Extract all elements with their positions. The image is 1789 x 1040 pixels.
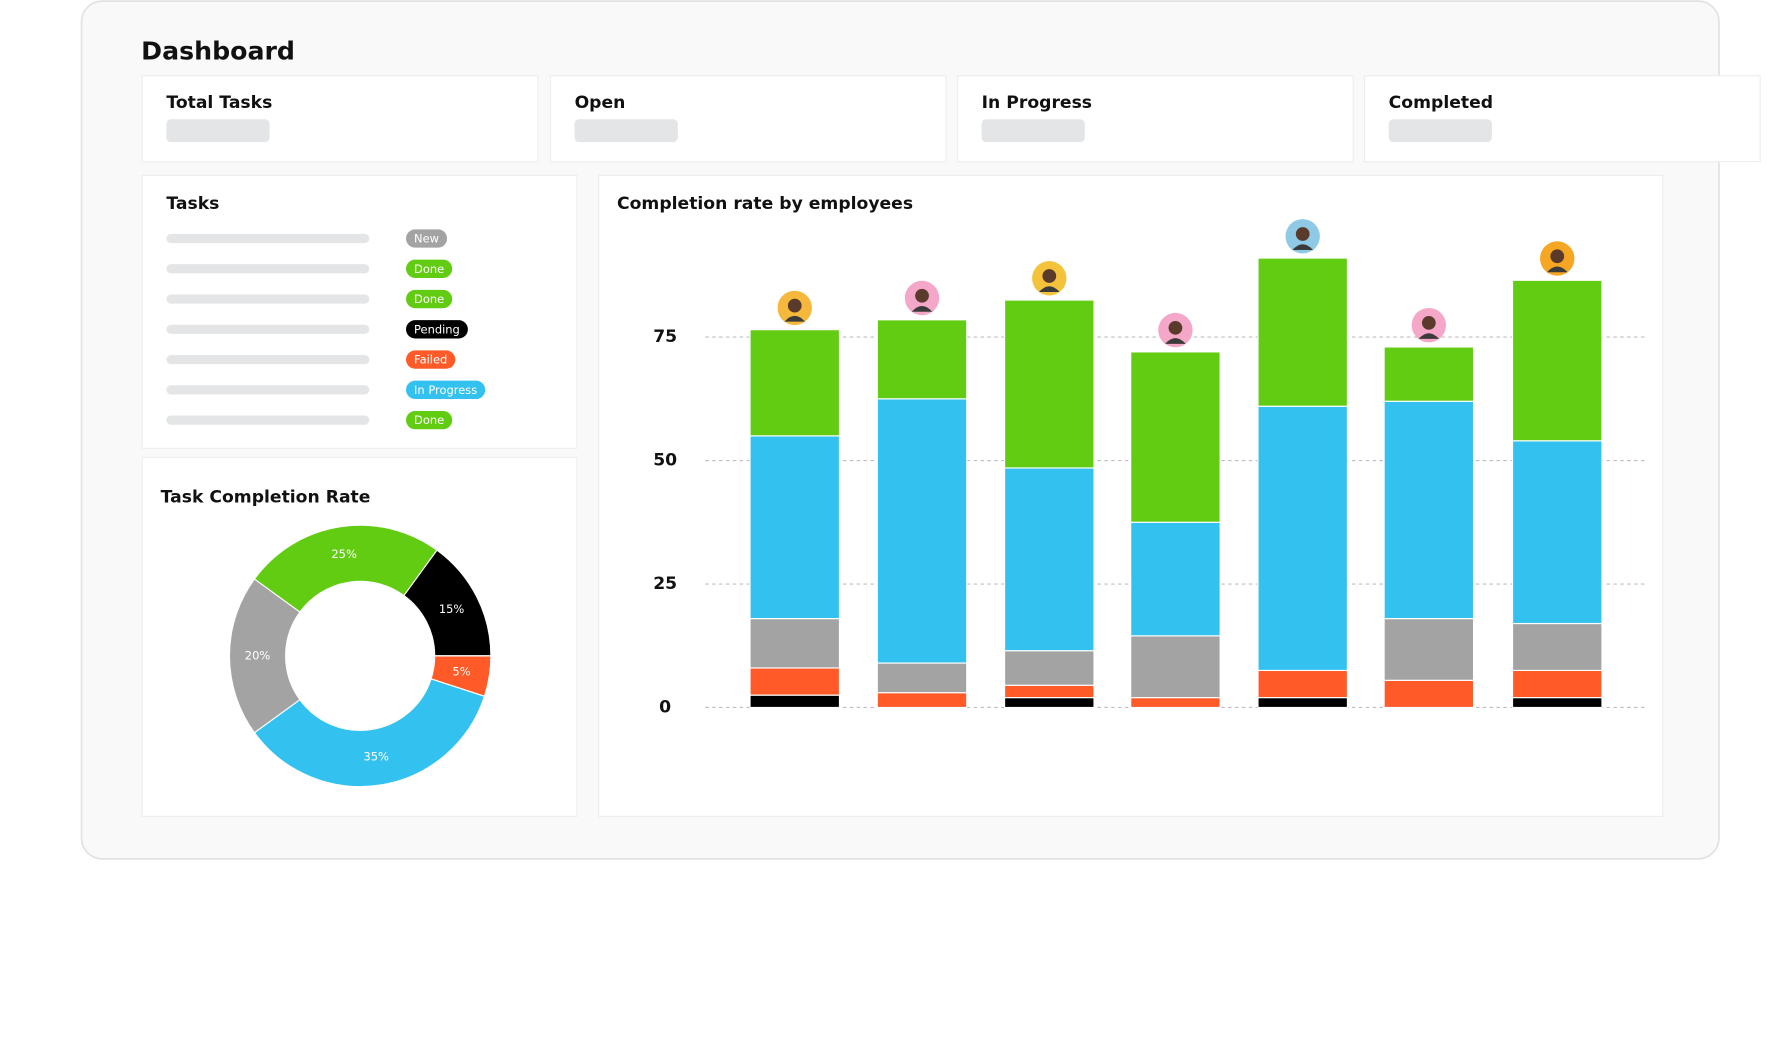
stat-card-label: Completed xyxy=(1389,93,1493,113)
bar-segment xyxy=(1004,650,1095,686)
avatar-head xyxy=(915,288,929,303)
avatar-head xyxy=(1042,269,1057,283)
bar-segment xyxy=(1130,635,1221,699)
bar-segment xyxy=(749,329,841,437)
status-pill xyxy=(406,229,448,248)
status-label: In Progress xyxy=(414,383,477,397)
bar-segment xyxy=(749,618,841,669)
page-title: Dashboard xyxy=(141,37,295,66)
stat-placeholder xyxy=(166,119,270,143)
bar-segment xyxy=(1511,279,1603,442)
status-label: Pending xyxy=(414,322,460,336)
avatar-body xyxy=(1546,266,1568,273)
tasks-title: Tasks xyxy=(166,194,219,214)
bar-segment xyxy=(1130,521,1221,637)
stat-card-label: Total Tasks xyxy=(166,93,272,113)
y-tick-label: 75 xyxy=(653,327,677,347)
avatar-body xyxy=(911,306,933,312)
task-placeholder xyxy=(166,415,370,425)
avatar-head xyxy=(1168,320,1183,335)
stat-placeholder xyxy=(574,119,678,143)
status-label: Done xyxy=(414,262,444,276)
task-placeholder xyxy=(166,385,370,395)
bar-segment xyxy=(1511,622,1603,672)
bar-segment xyxy=(1383,618,1475,681)
task-placeholder xyxy=(166,294,370,304)
y-tick-label: 50 xyxy=(653,451,677,471)
bar-segment xyxy=(1004,299,1095,469)
status-label: Failed xyxy=(414,353,447,367)
stat-card xyxy=(956,75,1354,163)
avatar-body xyxy=(1165,338,1186,344)
bar-segment xyxy=(1383,400,1475,620)
avatar-body xyxy=(1292,244,1314,251)
stat-placeholder xyxy=(981,119,1085,143)
status-label: Done xyxy=(414,292,444,306)
task-placeholder xyxy=(166,264,370,274)
status-pill xyxy=(406,350,456,369)
status-label: Done xyxy=(414,413,444,427)
avatar-body xyxy=(1038,286,1060,293)
bar-segment xyxy=(1130,697,1221,709)
bar-segment xyxy=(749,667,841,696)
stat-card xyxy=(549,75,947,163)
tasks-panel xyxy=(141,174,578,449)
donut-slice xyxy=(253,678,486,788)
bar-segment xyxy=(876,662,968,694)
status-label: New xyxy=(414,232,439,246)
status-pill xyxy=(406,380,486,400)
bar-segment xyxy=(1004,467,1095,652)
avatar-head xyxy=(1421,316,1436,330)
donut-label: 15% xyxy=(439,602,465,616)
bar-segment xyxy=(1383,346,1475,402)
bar-title: Completion rate by employees xyxy=(617,194,913,214)
donut-label: 5% xyxy=(452,664,470,678)
bar-segment xyxy=(1511,669,1603,699)
bar-segment xyxy=(1257,669,1348,699)
y-tick-label: 0 xyxy=(659,697,671,717)
donut-slice xyxy=(228,578,301,734)
stat-card-label: In Progress xyxy=(982,93,1092,113)
stat-card-label: Open xyxy=(575,93,626,113)
donut-slice xyxy=(253,524,438,613)
bar-segment xyxy=(876,319,968,400)
bar-segment xyxy=(1511,697,1603,709)
bar-segment xyxy=(876,692,968,709)
bar-segment xyxy=(876,398,968,664)
bar-segment xyxy=(1004,697,1095,709)
bar-segment xyxy=(1257,257,1348,407)
avatar-head xyxy=(1295,227,1310,241)
bar-segment xyxy=(1511,440,1603,625)
task-placeholder xyxy=(166,324,370,334)
bar-segment xyxy=(1257,697,1348,709)
task-placeholder xyxy=(166,233,370,244)
status-pill xyxy=(406,320,468,339)
bar-segment xyxy=(1004,684,1095,699)
status-pill xyxy=(406,259,453,278)
y-tick-label: 25 xyxy=(653,574,677,594)
task-placeholder xyxy=(166,354,370,365)
bar-segment xyxy=(1383,679,1475,709)
avatar-body xyxy=(784,315,806,322)
avatar-head xyxy=(787,298,802,313)
stat-card xyxy=(141,75,539,163)
avatar-head xyxy=(1550,249,1565,264)
bar-segment xyxy=(1257,405,1348,672)
donut-label: 25% xyxy=(331,547,357,561)
bar-segment xyxy=(1130,351,1221,523)
avatar-body xyxy=(1418,333,1440,339)
bar-segment xyxy=(749,435,841,620)
bar-segment xyxy=(749,694,841,709)
stat-placeholder xyxy=(1388,119,1492,143)
donut-label: 35% xyxy=(363,750,389,764)
status-pill xyxy=(406,410,453,430)
donut-label: 20% xyxy=(245,648,271,662)
donut-title: Task Completion Rate xyxy=(161,488,371,508)
stat-card xyxy=(1364,75,1761,163)
status-pill xyxy=(406,289,453,309)
